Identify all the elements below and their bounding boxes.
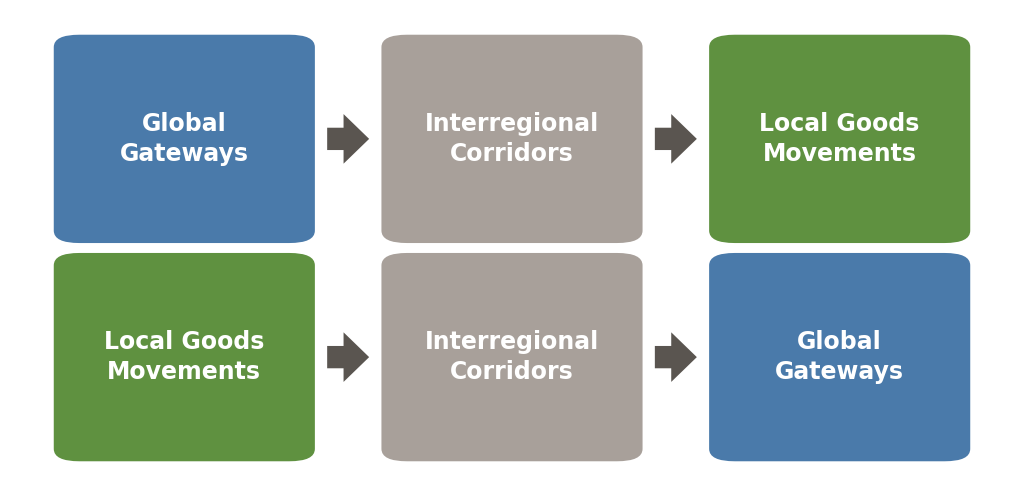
Polygon shape — [328, 332, 369, 382]
Text: Global
Gateways: Global Gateways — [775, 330, 904, 384]
Text: Global
Gateways: Global Gateways — [120, 112, 249, 166]
Polygon shape — [655, 332, 696, 382]
FancyBboxPatch shape — [709, 35, 970, 243]
Polygon shape — [328, 114, 369, 164]
FancyBboxPatch shape — [381, 35, 643, 243]
FancyBboxPatch shape — [53, 35, 315, 243]
FancyBboxPatch shape — [709, 253, 970, 461]
FancyBboxPatch shape — [381, 253, 643, 461]
Polygon shape — [655, 114, 696, 164]
Text: Local Goods
Movements: Local Goods Movements — [760, 112, 920, 166]
Text: Interregional
Corridors: Interregional Corridors — [425, 112, 599, 166]
FancyBboxPatch shape — [53, 253, 315, 461]
Text: Interregional
Corridors: Interregional Corridors — [425, 330, 599, 384]
Text: Local Goods
Movements: Local Goods Movements — [104, 330, 264, 384]
